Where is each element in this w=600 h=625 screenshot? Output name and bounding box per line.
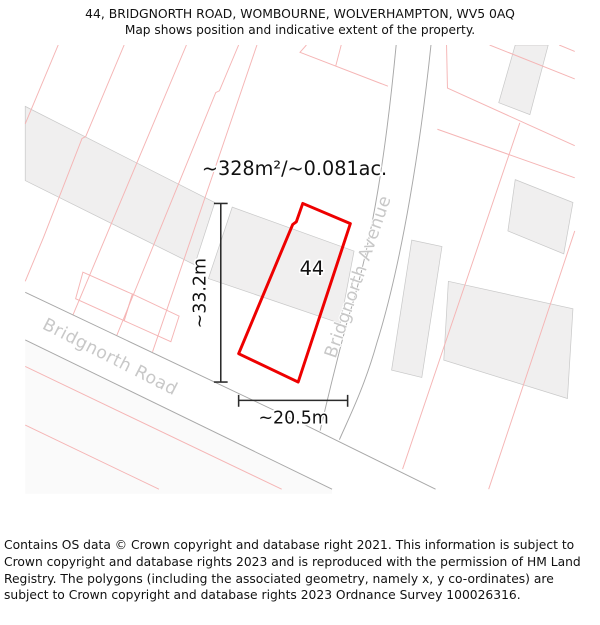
map-subtitle: Map shows position and indicative extent…: [124, 23, 476, 37]
building-right-mid: [507, 179, 574, 255]
avenue-edge-line: [319, 45, 397, 431]
building-avenue-front: [391, 239, 443, 378]
dimension-label-vertical: ~33.2m: [191, 258, 211, 328]
parcel-line: [489, 45, 575, 80]
parcel-line: [25, 424, 160, 490]
parcel-line: [24, 45, 59, 124]
plot-number-label: 44: [300, 257, 324, 280]
map-canvas: Bridgnorth Road Bridgnorth Avenue ~33.2m…: [0, 45, 600, 535]
map-header: 44, BRIDGNORTH ROAD, WOMBOURNE, WOLVERHA…: [0, 0, 600, 45]
dimension-label-horizontal: ~20.5m: [258, 408, 328, 428]
verge-area: [25, 339, 333, 494]
copyright-notice: Contains OS data © Crown copyright and d…: [4, 538, 581, 603]
parcel-line: [402, 122, 521, 470]
parcel-line: [116, 45, 240, 336]
parcel-line: [488, 230, 576, 490]
road-edge-line: [25, 291, 436, 490]
parcel-line: [25, 366, 282, 490]
parcel-line: [335, 45, 342, 67]
outbuilding-outline: [123, 293, 180, 343]
map-svg: Bridgnorth Road Bridgnorth Avenue ~33.2m…: [24, 45, 576, 494]
parcel-line: [152, 45, 258, 352]
building-terrace-44: [207, 206, 355, 324]
property-outline: [237, 201, 352, 384]
parcel-line: [72, 45, 187, 316]
parcel-line: [437, 128, 575, 179]
building-right-low: [443, 280, 574, 400]
parcel-line: [446, 45, 575, 147]
building-top-right: [498, 45, 549, 116]
road-edge-line: [25, 339, 333, 490]
area-label: ~328m²/~0.081ac.: [202, 157, 387, 180]
parcel-line: [299, 45, 389, 87]
building-terrace-left: [24, 105, 216, 266]
parcel-line: [559, 45, 575, 52]
property-address-title: 44, BRIDGNORTH ROAD, WOMBOURNE, WOLVERHA…: [85, 6, 515, 21]
parcel-line: [24, 45, 125, 282]
avenue-edge-line: [338, 45, 432, 440]
outbuilding-outline: [75, 271, 133, 322]
